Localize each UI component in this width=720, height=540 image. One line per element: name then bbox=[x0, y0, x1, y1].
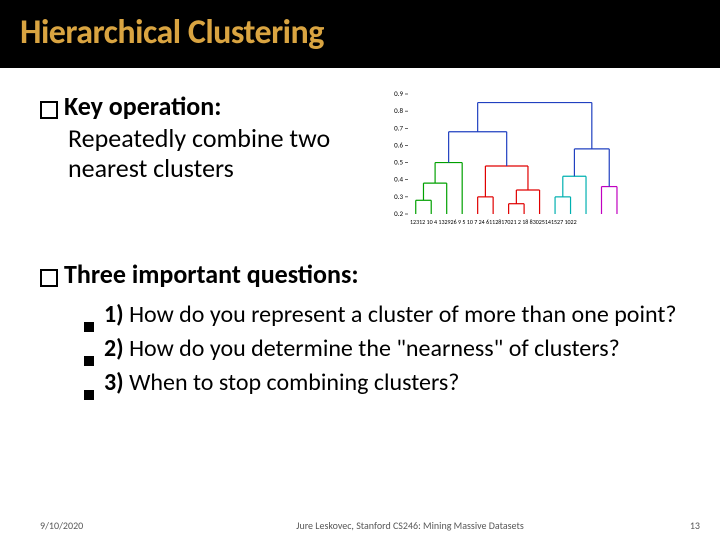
svg-text:0.8: 0.8 bbox=[394, 106, 403, 115]
footer-date: 9/10/2020 bbox=[40, 519, 160, 532]
svg-text:0.6: 0.6 bbox=[394, 140, 403, 149]
footer-pagenum: 13 bbox=[660, 519, 700, 532]
three-questions-label: Three important questions: bbox=[64, 258, 359, 290]
question-item: 3) When to stop combining clusters? bbox=[84, 368, 690, 398]
slide-header: Hierarchical Clustering bbox=[0, 0, 720, 68]
key-operation-label: Key operation: bbox=[64, 90, 221, 122]
key-operation-text: Repeatedly combine two nearest clusters bbox=[68, 124, 370, 184]
checkbox-bullet-icon bbox=[40, 101, 58, 119]
question-text: 2) How do you determine the "nearness" o… bbox=[104, 334, 620, 364]
square-bullet-icon bbox=[84, 322, 94, 332]
square-bullet-icon bbox=[84, 356, 94, 366]
slide-title: Hierarchical Clustering bbox=[20, 12, 700, 53]
svg-text:0.2: 0.2 bbox=[394, 209, 403, 218]
svg-text:0.3: 0.3 bbox=[394, 192, 403, 201]
questions-block: Three important questions: 1) How do you… bbox=[40, 258, 690, 398]
key-operation-block: Key operation: Repeatedly combine two ne… bbox=[40, 90, 370, 184]
checkbox-bullet-icon bbox=[40, 269, 58, 287]
dendrogram-chart: 0.9 0.8 0.7 0.6 0.5 0.4 0.3 0.2 12312 10 4 13292… bbox=[382, 90, 690, 230]
svg-text:0.5: 0.5 bbox=[394, 158, 403, 167]
svg-text:0.9: 0.9 bbox=[394, 90, 403, 98]
svg-text:0.7: 0.7 bbox=[394, 123, 403, 132]
square-bullet-icon bbox=[84, 390, 94, 400]
question-item: 2) How do you determine the "nearness" o… bbox=[84, 334, 690, 364]
question-text: 3) When to stop combining clusters? bbox=[104, 368, 459, 398]
question-item: 1) How do you represent a cluster of mor… bbox=[84, 300, 690, 330]
footer-credit: Jure Leskovec, Stanford CS246: Mining Ma… bbox=[160, 519, 660, 532]
slide-body: Key operation: Repeatedly combine two ne… bbox=[0, 68, 720, 398]
svg-text:0.4: 0.4 bbox=[394, 175, 403, 184]
slide-footer: 9/10/2020 Jure Leskovec, Stanford CS246:… bbox=[0, 519, 720, 532]
question-text: 1) How do you represent a cluster of mor… bbox=[104, 300, 677, 330]
svg-text:12312 10 4 132926 9 5 10 7 24: 12312 10 4 132926 9 5 10 7 24 6112817021… bbox=[410, 218, 577, 226]
